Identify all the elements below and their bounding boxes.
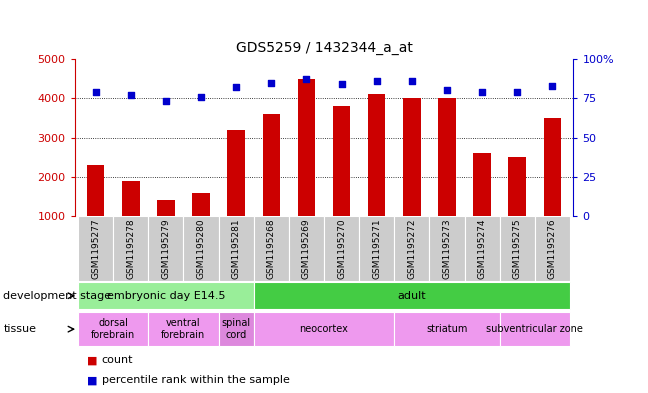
Text: ventral
forebrain: ventral forebrain [161, 318, 205, 340]
Text: GSM1195269: GSM1195269 [302, 218, 311, 279]
Bar [368, 94, 386, 216]
Bar [262, 114, 280, 216]
Text: neocortex: neocortex [299, 324, 349, 334]
Bar [122, 181, 139, 216]
Bar [227, 130, 245, 216]
Bar [148, 312, 218, 346]
Bar [289, 216, 324, 281]
Text: GSM1195280: GSM1195280 [196, 218, 205, 279]
Text: GSM1195272: GSM1195272 [408, 219, 417, 279]
Bar [394, 312, 500, 346]
Point [126, 92, 136, 98]
Bar [359, 216, 394, 281]
Bar [78, 283, 254, 309]
Text: GSM1195276: GSM1195276 [548, 218, 557, 279]
Bar [87, 165, 104, 216]
Text: GSM1195270: GSM1195270 [337, 218, 346, 279]
Bar [333, 106, 351, 216]
Bar [148, 216, 183, 281]
Text: GSM1195277: GSM1195277 [91, 218, 100, 279]
Bar [113, 216, 148, 281]
Bar [218, 216, 254, 281]
Bar [254, 283, 570, 309]
Point [371, 78, 382, 84]
Text: count: count [102, 355, 133, 365]
Point [231, 84, 241, 90]
Title: GDS5259 / 1432344_a_at: GDS5259 / 1432344_a_at [236, 41, 412, 55]
Bar [403, 98, 421, 216]
Bar [78, 216, 113, 281]
Point [336, 81, 347, 87]
Text: GSM1195275: GSM1195275 [513, 218, 522, 279]
Bar [218, 312, 254, 346]
Point [477, 89, 487, 95]
Text: GSM1195271: GSM1195271 [372, 218, 381, 279]
Text: subventricular zone: subventricular zone [487, 324, 583, 334]
Point [547, 83, 557, 89]
Text: GSM1195278: GSM1195278 [126, 218, 135, 279]
Text: spinal
cord: spinal cord [222, 318, 251, 340]
Point [266, 79, 277, 86]
Bar [500, 216, 535, 281]
Text: ■: ■ [87, 355, 98, 365]
Bar [535, 216, 570, 281]
Bar [509, 157, 526, 216]
Point [196, 94, 206, 100]
Point [91, 89, 101, 95]
Bar [394, 216, 430, 281]
Bar [324, 216, 359, 281]
Text: tissue: tissue [3, 324, 36, 334]
Bar [465, 216, 500, 281]
Bar [430, 216, 465, 281]
Bar [254, 216, 289, 281]
Bar [297, 79, 315, 216]
Text: ■: ■ [87, 375, 98, 386]
Point [512, 89, 522, 95]
Bar [254, 312, 394, 346]
Text: embryonic day E14.5: embryonic day E14.5 [107, 291, 225, 301]
Point [407, 78, 417, 84]
Point [301, 76, 312, 83]
Bar [78, 312, 148, 346]
Text: GSM1195281: GSM1195281 [231, 218, 240, 279]
Text: percentile rank within the sample: percentile rank within the sample [102, 375, 290, 386]
Bar [473, 153, 491, 216]
Text: GSM1195268: GSM1195268 [267, 218, 276, 279]
Point [442, 87, 452, 94]
Text: GSM1195273: GSM1195273 [443, 218, 452, 279]
Bar [500, 312, 570, 346]
Bar [438, 98, 456, 216]
Text: GSM1195279: GSM1195279 [161, 218, 170, 279]
Point [161, 98, 171, 105]
Text: adult: adult [397, 291, 426, 301]
Bar [544, 118, 561, 216]
Bar [183, 216, 218, 281]
Bar [157, 200, 175, 216]
Bar [192, 193, 210, 216]
Text: GSM1195274: GSM1195274 [478, 219, 487, 279]
Text: development stage: development stage [3, 291, 111, 301]
Text: striatum: striatum [426, 324, 468, 334]
Text: dorsal
forebrain: dorsal forebrain [91, 318, 135, 340]
